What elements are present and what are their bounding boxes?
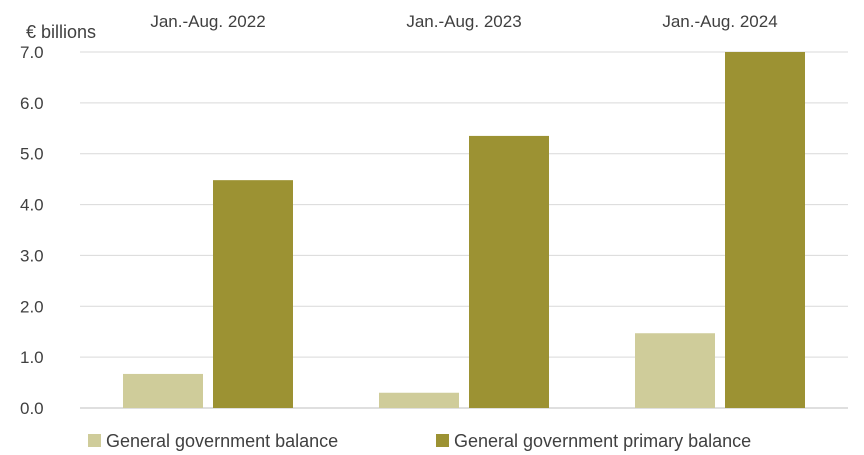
y-axis-unit-label: € billions [26, 22, 96, 42]
category-label: Jan.-Aug. 2023 [406, 12, 521, 31]
category-labels: Jan.-Aug. 2022 Jan.-Aug. 2023 Jan.-Aug. 20… [150, 12, 777, 31]
legend-swatch [436, 434, 449, 447]
y-tick-label: 6.0 [20, 94, 44, 113]
bar-balance [123, 373, 203, 408]
category-label: Jan.-Aug. 2022 [150, 12, 265, 31]
y-tick-label: 2.0 [20, 297, 44, 316]
grid-lines [80, 51, 848, 409]
legend-label: General government balance [106, 431, 338, 451]
y-tick-label: 3.0 [20, 246, 44, 265]
bar-primary-balance [213, 180, 293, 408]
y-tick-label: 7.0 [20, 43, 44, 62]
y-tick-label: 4.0 [20, 196, 44, 215]
legend-label: General government primary balance [454, 431, 751, 451]
y-tick-label: 0.0 [20, 399, 44, 418]
y-tick-label: 5.0 [20, 145, 44, 164]
bar-balance [379, 392, 459, 408]
y-axis-ticks: 0.0 1.0 2.0 3.0 4.0 5.0 6.0 7.0 [20, 43, 44, 418]
legend-swatch [88, 434, 101, 447]
bars [123, 52, 805, 408]
bar-primary-balance [725, 52, 805, 408]
bar-primary-balance [469, 135, 549, 408]
legend: General government balance General govern… [88, 431, 751, 451]
category-label: Jan.-Aug. 2024 [662, 12, 777, 31]
y-tick-label: 1.0 [20, 348, 44, 367]
bar-balance [635, 333, 715, 408]
